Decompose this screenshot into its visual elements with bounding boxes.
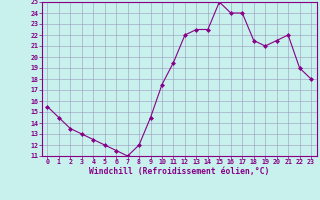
- X-axis label: Windchill (Refroidissement éolien,°C): Windchill (Refroidissement éolien,°C): [89, 167, 269, 176]
